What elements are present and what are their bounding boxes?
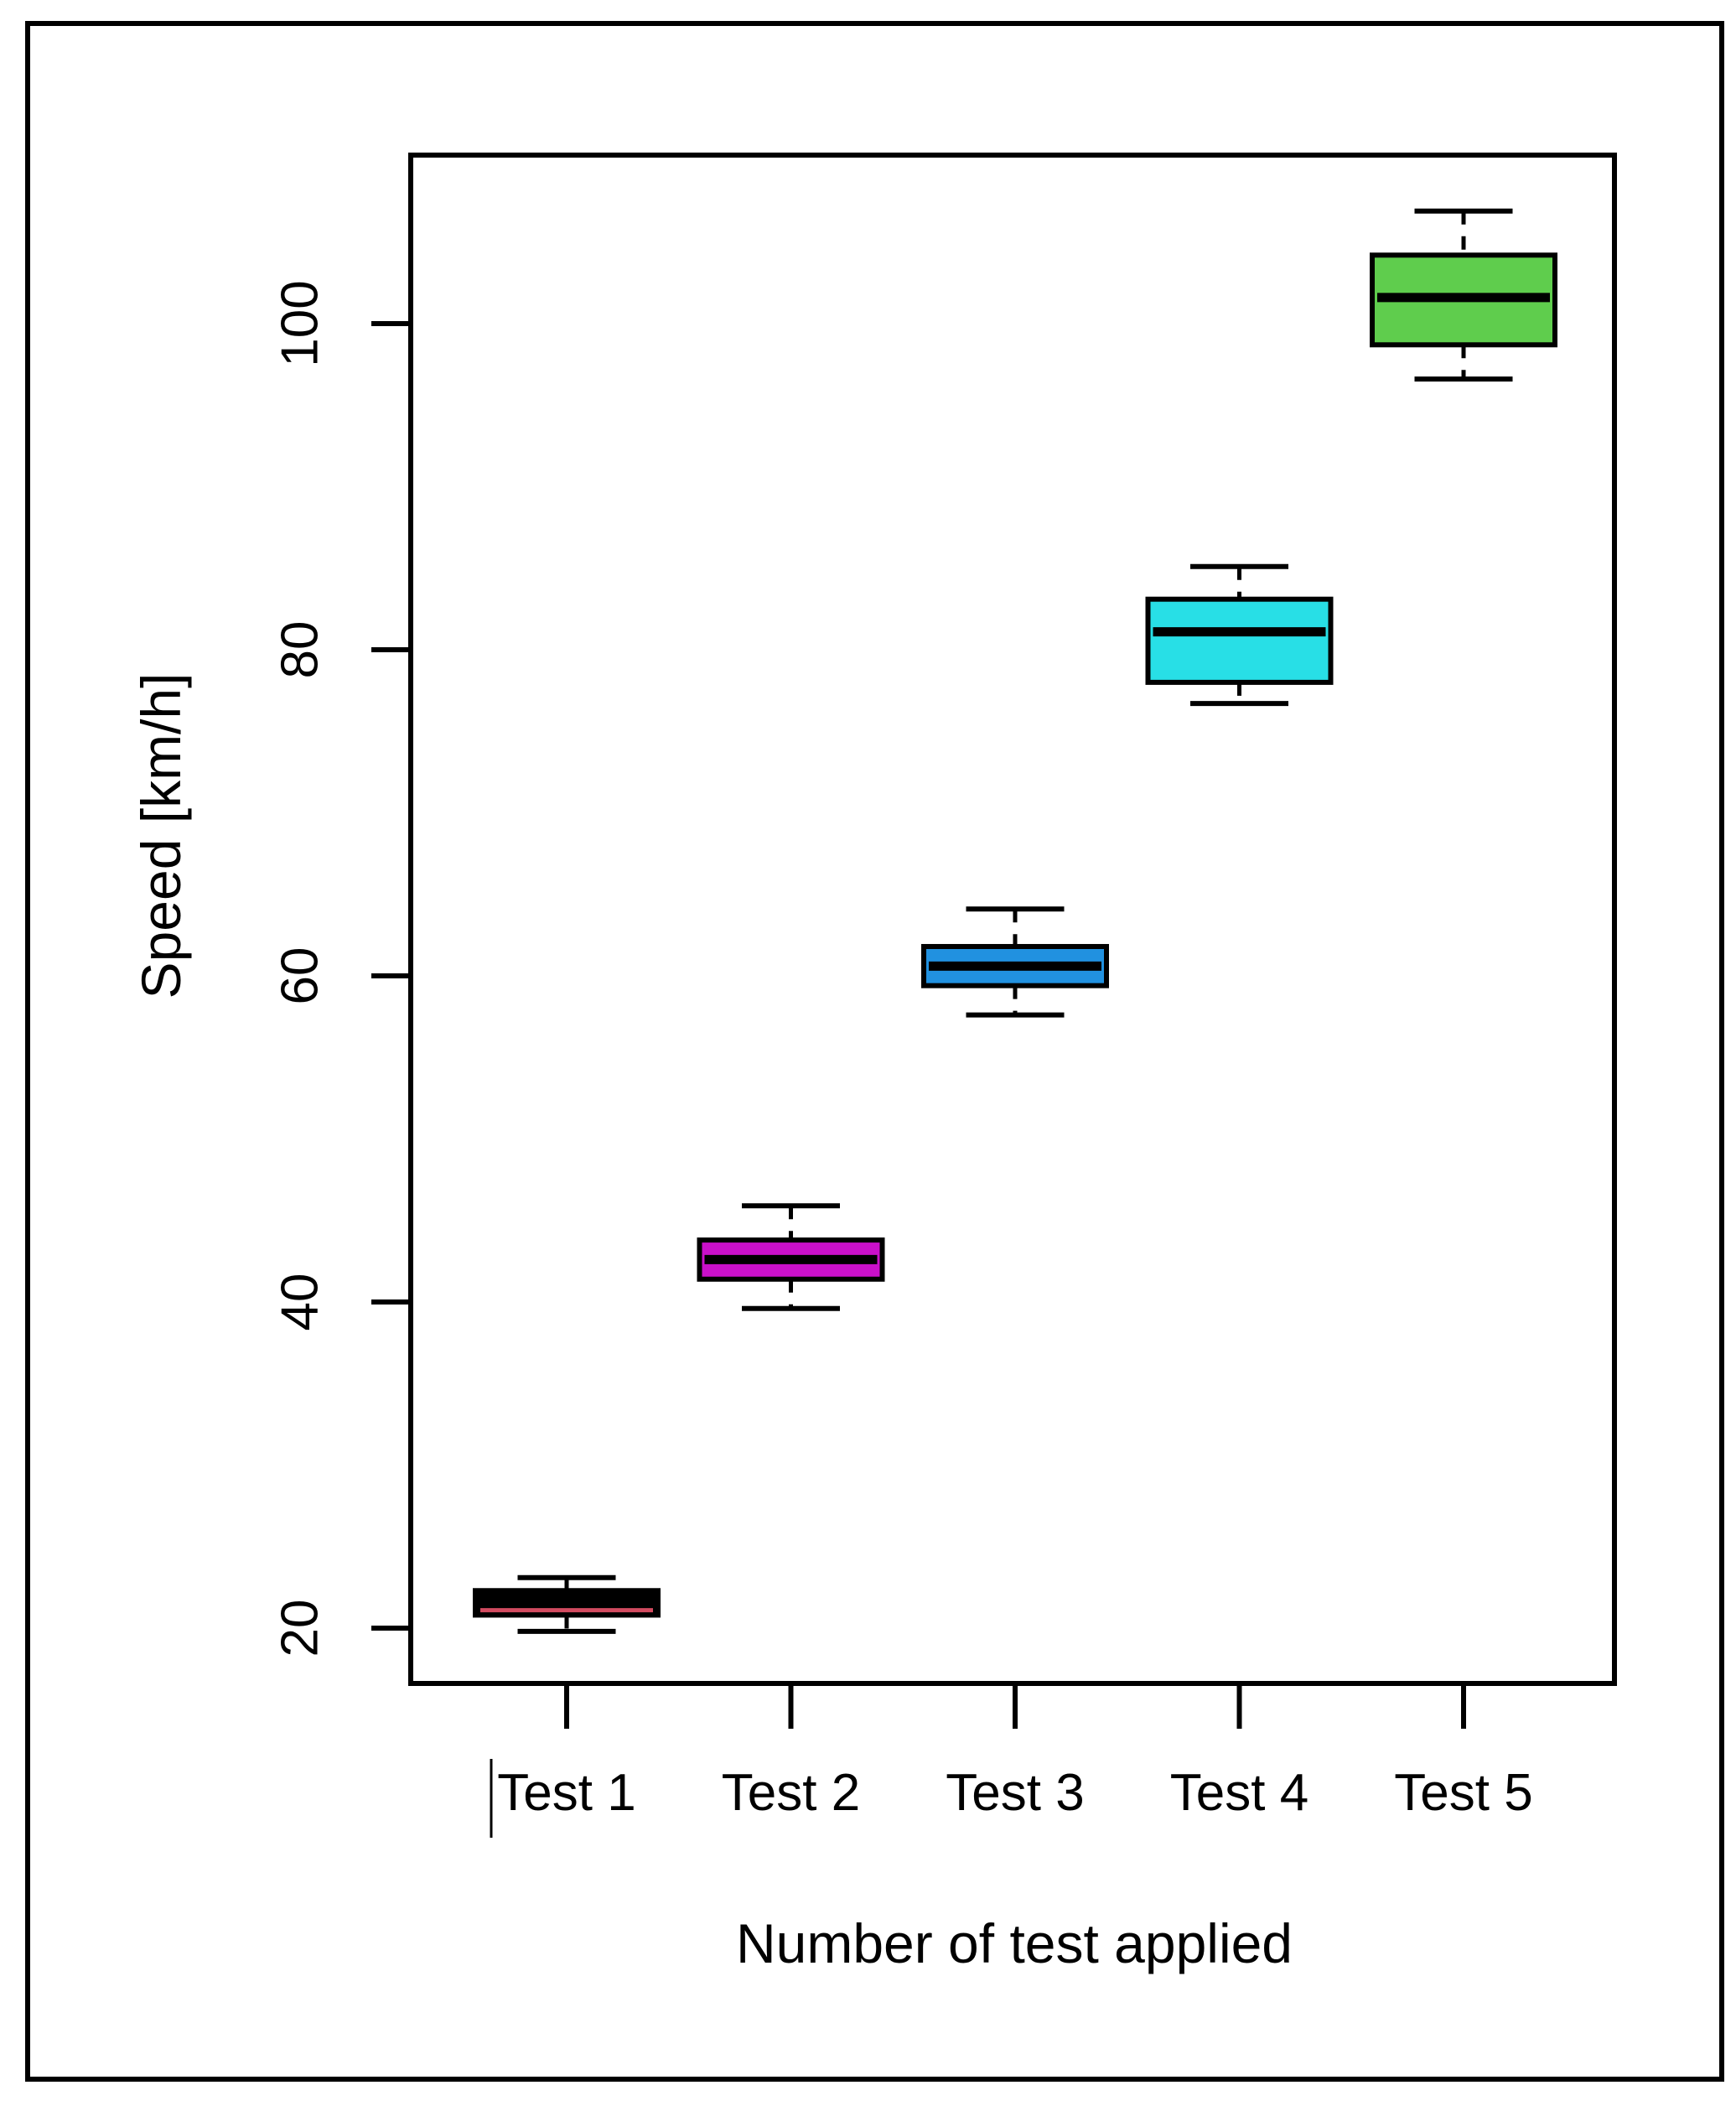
boxes xyxy=(473,208,1557,1634)
box-group xyxy=(1145,563,1334,707)
iqr-box xyxy=(1145,596,1334,685)
x-axis-title: Number of test applied xyxy=(736,1912,1293,1974)
plot-frame xyxy=(408,153,1617,1686)
y-tick-label: 20 xyxy=(272,1600,329,1657)
x-axis: Test 1 Test 2 Test 3 Test 4 Test 5 xyxy=(497,1683,1533,1822)
box-group xyxy=(697,1203,885,1311)
box-group xyxy=(1370,208,1557,382)
x-tick-label: Test 1 xyxy=(497,1764,635,1822)
y-tick-label: 40 xyxy=(272,1273,329,1331)
x-tick-label: Test 3 xyxy=(946,1764,1084,1822)
y-tick-label: 80 xyxy=(272,621,329,679)
x-tick-label: Test 2 xyxy=(722,1764,860,1822)
x-tick-label: Test 5 xyxy=(1394,1764,1532,1822)
x-tick-label: Test 4 xyxy=(1170,1764,1308,1822)
box-group xyxy=(921,906,1109,1018)
outer-border xyxy=(25,21,1724,2082)
box-group xyxy=(473,1574,661,1634)
y-tick-label: 100 xyxy=(272,280,329,366)
y-tick-label: 60 xyxy=(272,947,329,1005)
y-axis-title: Speed [km/h] xyxy=(130,673,192,999)
y-axis: 20 40 60 80 100 xyxy=(272,280,411,1657)
